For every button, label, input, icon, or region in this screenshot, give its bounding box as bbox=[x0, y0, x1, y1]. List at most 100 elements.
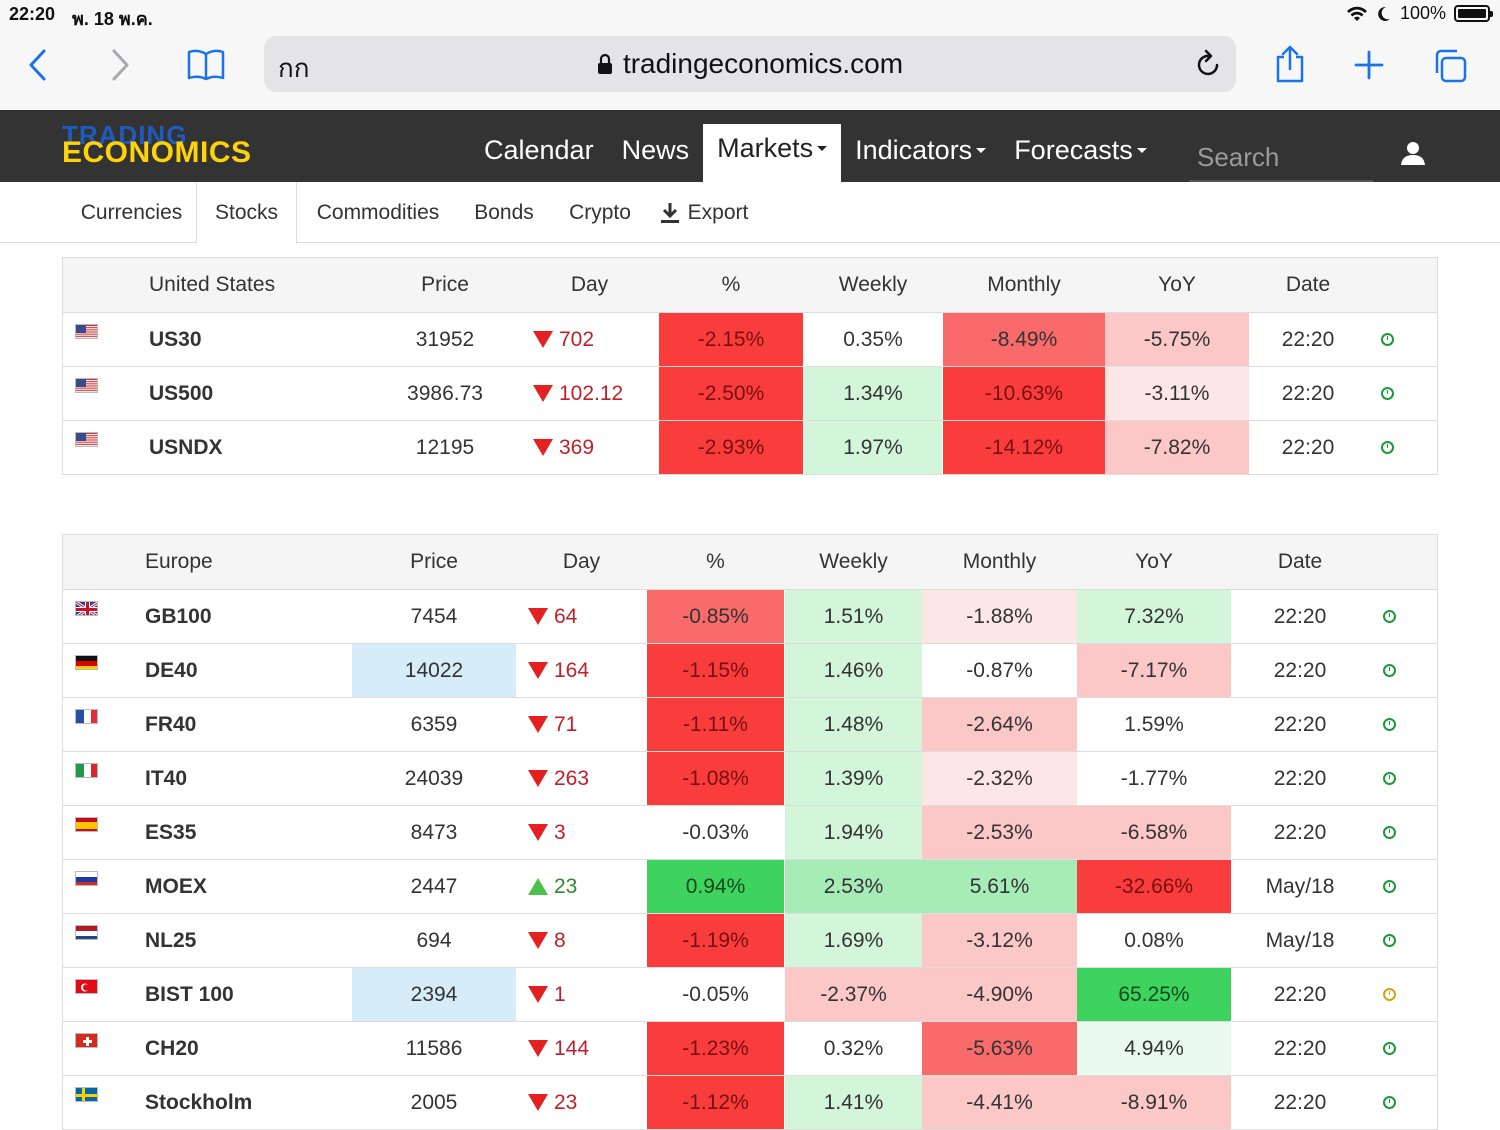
column-header-yoy[interactable]: YoY bbox=[1158, 273, 1196, 296]
day-change-cell: 369 bbox=[521, 421, 658, 474]
clock-icon bbox=[1382, 988, 1396, 1001]
column-header-weekly[interactable]: Weekly bbox=[819, 550, 888, 573]
user-icon[interactable] bbox=[1400, 140, 1426, 171]
clock-icon bbox=[1382, 1042, 1396, 1055]
url-display[interactable]: tradingeconomics.com bbox=[264, 48, 1236, 80]
flag-us-icon bbox=[75, 324, 98, 339]
date-cell: 22:20 bbox=[1281, 435, 1335, 459]
weekly-cell: 1.94% bbox=[785, 806, 922, 859]
monthly-cell: -4.90% bbox=[922, 968, 1077, 1021]
table-row: CH20 11586 144 -1.23% 0.32% -5.63% 4.94% 22:20 bbox=[63, 1021, 1437, 1075]
moon-icon bbox=[1378, 6, 1390, 21]
symbol-link[interactable]: NL25 bbox=[145, 928, 197, 952]
day-change-cell: 263 bbox=[516, 752, 647, 805]
yoy-cell: 0.08% bbox=[1077, 914, 1231, 967]
nav-item-label: News bbox=[621, 134, 690, 165]
subnav-currencies[interactable]: Currencies bbox=[80, 200, 183, 224]
column-header-price[interactable]: Price bbox=[410, 550, 458, 573]
column-header-yoy[interactable]: YoY bbox=[1135, 550, 1173, 573]
symbol-link[interactable]: USNDX bbox=[149, 435, 223, 459]
status-cell bbox=[1369, 806, 1409, 859]
price-cell: 11586 bbox=[352, 1022, 516, 1075]
subnav-commodities[interactable]: Commodities bbox=[316, 200, 440, 224]
subnav-bonds[interactable]: Bonds bbox=[474, 200, 534, 224]
sub-nav: Currencies Stocks Commodities Bonds Cryp… bbox=[0, 182, 1500, 244]
table-row: US500 3986.73 102.12 -2.50% 1.34% -10.63% -3.1… bbox=[63, 366, 1437, 420]
clock-icon bbox=[1382, 1096, 1396, 1109]
symbol-link[interactable]: IT40 bbox=[145, 766, 188, 790]
column-header-day[interactable]: Day bbox=[562, 550, 601, 573]
symbol-link[interactable]: Stockholm bbox=[145, 1090, 253, 1114]
arrow-down-icon bbox=[528, 716, 548, 733]
nav-item-markets[interactable]: Markets bbox=[703, 124, 842, 182]
column-header-day[interactable]: Day bbox=[570, 273, 609, 296]
back-icon[interactable] bbox=[26, 48, 52, 82]
nav-item-indicators[interactable]: Indicators bbox=[841, 114, 1000, 186]
day-change-value: 702 bbox=[559, 327, 595, 351]
price-cell: 31952 bbox=[369, 313, 521, 366]
symbol-link[interactable]: BIST 100 bbox=[145, 982, 234, 1006]
table-row: DE40 14022 164 -1.15% 1.46% -0.87% -7.17% 22:20 bbox=[63, 643, 1437, 697]
site-header: TRADING ECONOMICS Calendar News Markets Ind… bbox=[0, 110, 1500, 182]
day-change-value: 144 bbox=[554, 1036, 590, 1060]
table-header-row: Europe Price Day% Weekly Monthly YoY Date bbox=[63, 535, 1437, 589]
bookmarks-icon[interactable] bbox=[186, 48, 226, 82]
symbol-link[interactable]: GB100 bbox=[145, 604, 212, 628]
price-cell: 2447 bbox=[352, 860, 516, 913]
column-header-date[interactable]: Date bbox=[1285, 273, 1331, 296]
monthly-cell: -1.88% bbox=[922, 590, 1077, 643]
day-change-cell: 144 bbox=[516, 1022, 647, 1075]
nav-item-news[interactable]: News bbox=[608, 114, 704, 186]
export-button[interactable]: Export bbox=[654, 182, 754, 243]
weekly-cell: 1.97% bbox=[804, 421, 942, 474]
flag-tr-icon bbox=[75, 979, 98, 994]
site-logo[interactable]: TRADING ECONOMICS bbox=[62, 122, 252, 168]
price-cell: 7454 bbox=[352, 590, 516, 643]
subnav-crypto[interactable]: Crypto bbox=[569, 200, 631, 224]
arrow-down-icon bbox=[528, 824, 548, 841]
date-cell: 22:20 bbox=[1273, 658, 1327, 682]
new-tab-icon[interactable] bbox=[1354, 50, 1384, 80]
column-header-monthly[interactable]: Monthly bbox=[962, 550, 1037, 573]
symbol-link[interactable]: MOEX bbox=[145, 874, 207, 898]
day-change-value: 23 bbox=[554, 874, 578, 898]
clock-icon bbox=[1382, 934, 1396, 947]
symbol-link[interactable]: DE40 bbox=[145, 658, 198, 682]
forward-icon[interactable] bbox=[106, 48, 132, 82]
share-icon[interactable] bbox=[1274, 44, 1306, 84]
weekly-cell: 1.46% bbox=[785, 644, 922, 697]
column-header-date[interactable]: Date bbox=[1277, 550, 1323, 573]
address-bar[interactable]: กก tradingeconomics.com bbox=[264, 36, 1236, 92]
symbol-link[interactable]: ES35 bbox=[145, 820, 197, 844]
arrow-down-icon bbox=[533, 385, 553, 402]
subnav-stocks[interactable]: Stocks bbox=[196, 182, 297, 244]
flag-de-icon bbox=[75, 655, 98, 670]
column-header-pct[interactable]: % bbox=[721, 273, 741, 296]
yoy-cell: -7.82% bbox=[1105, 421, 1249, 474]
symbol-link[interactable]: CH20 bbox=[145, 1036, 199, 1060]
weekly-cell: -2.37% bbox=[785, 968, 922, 1021]
monthly-cell: 5.61% bbox=[922, 860, 1077, 913]
day-change-value: 164 bbox=[554, 658, 590, 682]
nav-item-forecasts[interactable]: Forecasts bbox=[1000, 114, 1161, 186]
text-size-button[interactable]: กก bbox=[278, 53, 310, 83]
reload-icon[interactable] bbox=[1196, 48, 1222, 83]
search-input[interactable] bbox=[1189, 134, 1373, 182]
symbol-link[interactable]: US500 bbox=[149, 381, 214, 405]
table-row: Stockholm 2005 23 -1.12% 1.41% -4.41% -8.91% 22… bbox=[63, 1075, 1437, 1129]
weekly-cell: 1.39% bbox=[785, 752, 922, 805]
price-cell: 8473 bbox=[352, 806, 516, 859]
tabs-icon[interactable] bbox=[1432, 48, 1468, 84]
weekly-cell: 1.48% bbox=[785, 698, 922, 751]
column-header-weekly[interactable]: Weekly bbox=[838, 273, 908, 296]
nav-item-calendar[interactable]: Calendar bbox=[470, 114, 608, 186]
symbol-link[interactable]: FR40 bbox=[145, 712, 197, 736]
browser-toolbar: กก tradingeconomics.com bbox=[0, 30, 1500, 110]
day-change-value: 64 bbox=[554, 604, 578, 628]
column-header-monthly[interactable]: Monthly bbox=[987, 273, 1061, 296]
yoy-cell: -32.66% bbox=[1077, 860, 1231, 913]
column-header-pct[interactable]: % bbox=[706, 550, 725, 573]
column-header-price[interactable]: Price bbox=[421, 273, 469, 296]
nav-item-label: Calendar bbox=[484, 134, 594, 165]
symbol-link[interactable]: US30 bbox=[149, 327, 202, 351]
